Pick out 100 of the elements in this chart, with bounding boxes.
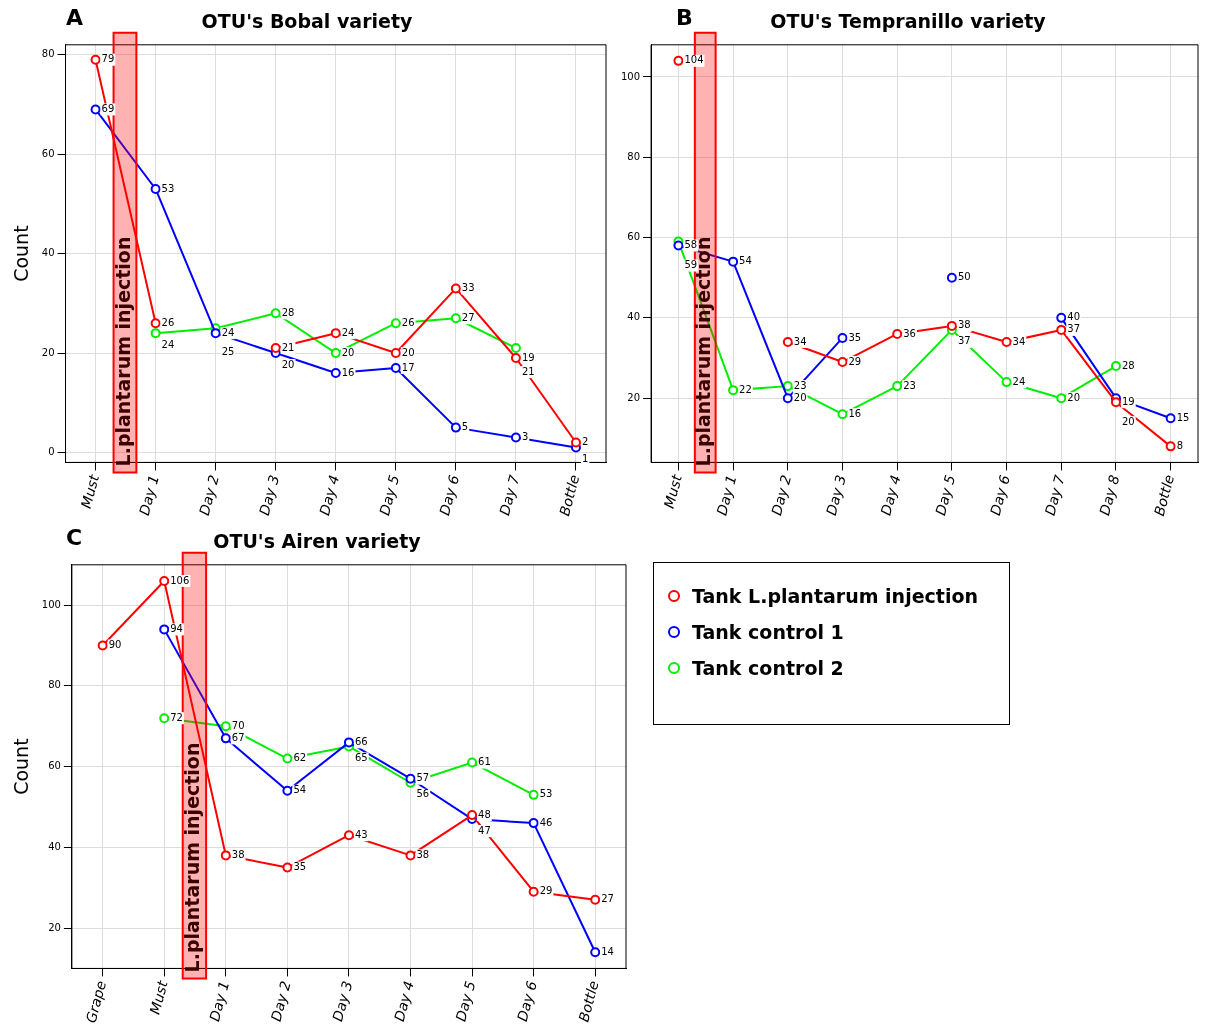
data-label: 29 [539, 885, 553, 897]
data-label: 24 [161, 338, 175, 350]
data-label: 70 [231, 719, 245, 731]
data-label: 23 [903, 379, 916, 391]
data-label: 69 [101, 103, 115, 115]
data-label: 3 [521, 431, 529, 443]
y-tick-label: 0 [48, 446, 55, 458]
data-label: 19 [521, 351, 535, 363]
x-tick-label: Day 2 [267, 979, 294, 1023]
y-tick-label: 80 [48, 679, 61, 691]
data-label: 34 [793, 335, 807, 347]
x-tick-label: Bottle [556, 473, 583, 518]
data-label: 24 [221, 326, 235, 338]
data-label: 8 [1176, 439, 1184, 451]
x-tick-label: Day 5 [452, 979, 479, 1023]
data-label: 28 [1121, 359, 1135, 371]
data-label: 16 [848, 407, 862, 419]
y-tick-label: 20 [627, 391, 641, 403]
data-label: 35 [848, 331, 862, 343]
y-tick-label: 20 [41, 346, 55, 358]
legend-label: Tank control 1 [692, 621, 844, 643]
x-tick-label: Day 4 [390, 979, 417, 1023]
data-label: 28 [281, 306, 295, 318]
data-label: 66 [354, 735, 368, 747]
y-tick-label: 60 [627, 231, 641, 243]
y-tick-label: 80 [41, 48, 55, 60]
y-tick-label: 80 [627, 150, 641, 162]
chart-title: OTU's Bobal variety [201, 10, 414, 33]
data-label: 29 [848, 355, 862, 367]
y-tick-label: 40 [48, 840, 61, 852]
y-tick-label: 40 [627, 311, 641, 323]
data-label: 20 [793, 391, 807, 403]
x-tick-label: Day 7 [496, 473, 523, 517]
x-tick-label: Day 1 [135, 473, 163, 517]
data-label: 50 [957, 271, 971, 283]
data-label: 37 [957, 335, 971, 347]
text: A [66, 4, 84, 30]
data-label: 54 [739, 255, 752, 267]
x-tick-label: Day 1 [206, 979, 233, 1023]
data-label: 21 [521, 365, 535, 377]
data-label: 5 [461, 421, 469, 433]
text: B [676, 4, 693, 30]
data-label: 58 [684, 239, 698, 251]
x-tick-label: Day 8 [1096, 473, 1123, 517]
data-label: 24 [341, 326, 355, 338]
y-axis-title: Count [10, 738, 33, 795]
data-label: 43 [354, 828, 368, 840]
data-label: 25 [221, 345, 235, 357]
x-tick-label: Grape [82, 979, 110, 1025]
x-tick-label: Bottle [575, 979, 602, 1024]
band-label: L.plantarum injection [111, 236, 134, 467]
y-axis-title: Count [10, 225, 33, 282]
data-label: 57 [416, 772, 430, 784]
x-tick-label: Day 3 [822, 473, 849, 517]
data-label: 15 [1176, 411, 1190, 423]
x-tick-label: Must [146, 978, 171, 1016]
x-tick-label: Day 4 [316, 473, 343, 517]
data-label: 36 [903, 327, 916, 339]
x-tick-label: Day 3 [256, 473, 283, 517]
y-tick-label: 40 [41, 247, 55, 259]
data-label: 61 [478, 756, 491, 768]
text: C [66, 524, 83, 550]
data-label: 53 [539, 788, 553, 800]
x-tick-label: Day 6 [436, 473, 463, 517]
data-label: 37 [1067, 323, 1081, 335]
band-label: L.plantarum injection [181, 742, 204, 973]
x-tick-label: Day 5 [932, 473, 959, 517]
x-tick-label: Must [660, 472, 685, 510]
y-tick-label: 60 [41, 147, 55, 159]
chart-title: OTU's Airen variety [213, 530, 422, 553]
data-label: 79 [101, 53, 115, 65]
data-label: 26 [161, 316, 175, 328]
y-tick-label: 100 [620, 70, 641, 82]
data-label: 59 [684, 259, 698, 271]
data-label: 2 [581, 436, 589, 448]
x-tick-label: Day 6 [513, 979, 541, 1023]
x-tick-label: Day 3 [329, 979, 356, 1023]
data-label: 34 [1012, 335, 1026, 347]
data-label: 20 [341, 346, 355, 358]
data-label: 33 [461, 282, 475, 294]
data-label: 38 [416, 849, 430, 860]
legend-label: Tank L.plantarum injection [692, 585, 978, 607]
data-label: 27 [601, 893, 614, 905]
data-label: 20 [281, 358, 295, 370]
data-label: 54 [293, 784, 307, 796]
legend-label: Tank control 2 [692, 657, 844, 679]
data-label: 94 [170, 622, 183, 634]
data-label: 46 [539, 816, 553, 828]
data-label: 106 [170, 574, 190, 586]
y-tick-label: 60 [48, 760, 61, 772]
data-label: 62 [293, 752, 307, 764]
x-tick-label: Day 2 [768, 473, 795, 517]
data-label: 20 [1067, 391, 1081, 403]
data-label: 24 [1012, 375, 1026, 387]
x-tick-label: Must [77, 472, 103, 510]
data-label: 17 [401, 361, 415, 373]
chart-title: OTU's Tempranillo variety [770, 10, 1047, 33]
data-label: 1 [581, 453, 589, 465]
data-label: 65 [354, 752, 368, 764]
y-tick-label: 20 [48, 921, 61, 933]
